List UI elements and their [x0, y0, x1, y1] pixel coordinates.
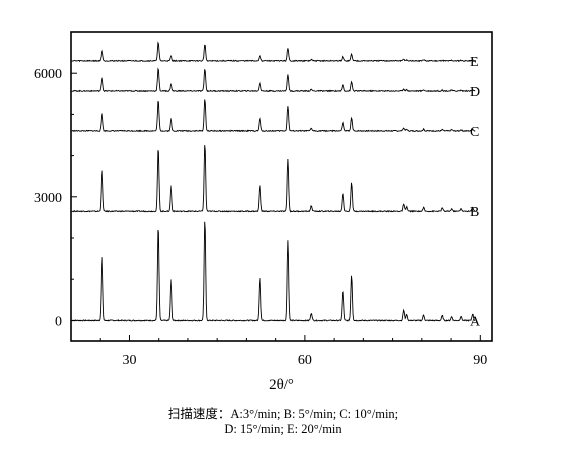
series-label-b: B [470, 205, 479, 220]
series-label-a: A [470, 314, 481, 329]
xrd-chart: 30 60 90 0 3000 6000 2θ/° A B C DE [34, 31, 493, 393]
series-line-e [71, 41, 476, 63]
series-label-e: E [470, 55, 479, 70]
plot-frame [70, 31, 493, 342]
series-line-c [71, 99, 476, 133]
x-axis-label: 2θ/° [269, 377, 294, 393]
y-tick-label: 6000 [34, 67, 62, 82]
x-tick-label: 90 [473, 353, 487, 368]
traces [71, 41, 476, 322]
series-line-a [71, 221, 476, 322]
axes: 30 60 90 0 3000 6000 2θ/° [34, 31, 493, 393]
series-label-d: D [470, 85, 480, 100]
y-tick-label: 3000 [34, 191, 62, 206]
y-tick-label: 0 [55, 314, 62, 329]
labels: A B C DE [470, 55, 481, 330]
x-tick-label: 30 [122, 353, 136, 368]
x-tick-label: 60 [298, 353, 312, 368]
series-line-d [71, 67, 476, 93]
series-label-c: C [470, 125, 479, 140]
caption-line-1: 扫描速度：A:3°/min; B: 5°/min; C: 10°/min; [167, 407, 399, 421]
series-line-b [71, 145, 476, 213]
caption-line-2: D: 15°/min; E: 20°/min [224, 422, 342, 436]
